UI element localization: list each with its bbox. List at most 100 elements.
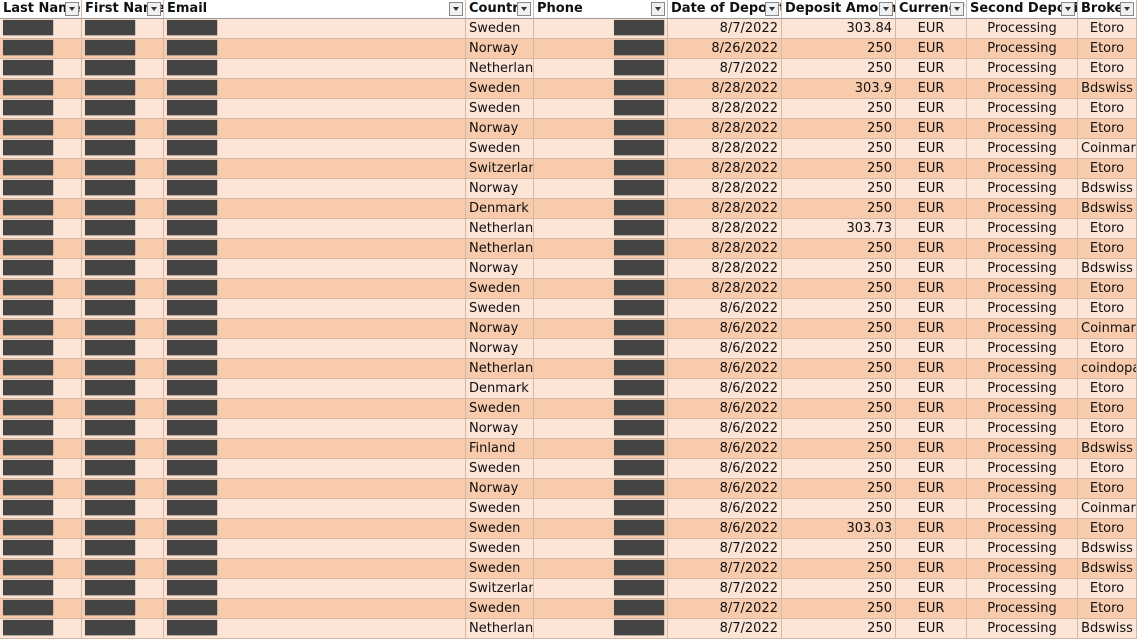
redacted-cell: █████ xyxy=(82,339,164,359)
filter-button[interactable] xyxy=(517,2,531,16)
redacted-cell: █████ xyxy=(534,79,668,99)
cell: 250 xyxy=(782,119,896,139)
filter-button[interactable] xyxy=(147,2,161,16)
cell: Etoro xyxy=(1078,599,1137,619)
cell: 8/26/2022 xyxy=(668,39,782,59)
redacted-cell: █████ xyxy=(164,279,466,299)
cell: EUR xyxy=(896,139,967,159)
cell: 8/28/2022 xyxy=(668,99,782,119)
redacted-cell: █████ xyxy=(164,39,466,59)
cell: Bdswiss xyxy=(1078,539,1137,559)
cell: Bdswiss xyxy=(1078,199,1137,219)
cell: Etoro xyxy=(1078,519,1137,539)
cell: 250 xyxy=(782,199,896,219)
redacted-cell: █████ xyxy=(534,19,668,39)
redacted-cell: █████ xyxy=(82,359,164,379)
redacted-cell: █████ xyxy=(164,59,466,79)
cell: EUR xyxy=(896,439,967,459)
filter-button[interactable] xyxy=(1061,2,1075,16)
redacted-cell: █████ xyxy=(82,19,164,39)
redacted-cell: █████ xyxy=(164,359,466,379)
redacted-cell: █████ xyxy=(164,319,466,339)
redacted-cell: █████ xyxy=(534,479,668,499)
cell: EUR xyxy=(896,119,967,139)
cell: Processing xyxy=(967,79,1078,99)
redacted-cell: █████ xyxy=(534,159,668,179)
column-header: Phone xyxy=(534,0,668,19)
redacted-cell: █████ xyxy=(82,399,164,419)
cell: Processing xyxy=(967,319,1078,339)
redacted-cell: █████ xyxy=(82,499,164,519)
cell: Processing xyxy=(967,19,1078,39)
column-header: First Name xyxy=(82,0,164,19)
cell: 250 xyxy=(782,299,896,319)
redacted-cell: █████ xyxy=(0,179,82,199)
cell: Processing xyxy=(967,139,1078,159)
cell: Bdswiss xyxy=(1078,79,1137,99)
redacted-cell: █████ xyxy=(82,439,164,459)
redacted-cell: █████ xyxy=(0,139,82,159)
cell: Finland xyxy=(466,439,534,459)
cell: 250 xyxy=(782,279,896,299)
redacted-cell: █████ xyxy=(0,159,82,179)
redacted-cell: █████ xyxy=(534,439,668,459)
cell: Sweden xyxy=(466,79,534,99)
cell: EUR xyxy=(896,339,967,359)
redacted-cell: █████ xyxy=(164,399,466,419)
redacted-cell: █████ xyxy=(164,119,466,139)
redacted-cell: █████ xyxy=(534,579,668,599)
redacted-cell: █████ xyxy=(534,499,668,519)
cell: EUR xyxy=(896,379,967,399)
cell: Sweden xyxy=(466,19,534,39)
cell: 250 xyxy=(782,559,896,579)
filter-button[interactable] xyxy=(449,2,463,16)
cell: Etoro xyxy=(1078,419,1137,439)
cell: 250 xyxy=(782,359,896,379)
redacted-cell: █████ xyxy=(534,539,668,559)
cell: Coinmark xyxy=(1078,499,1137,519)
redacted-cell: █████ xyxy=(0,579,82,599)
cell: 250 xyxy=(782,499,896,519)
cell: EUR xyxy=(896,499,967,519)
filter-button[interactable] xyxy=(65,2,79,16)
redacted-cell: █████ xyxy=(0,239,82,259)
redacted-cell: █████ xyxy=(0,319,82,339)
cell: Etoro xyxy=(1078,279,1137,299)
filter-button[interactable] xyxy=(651,2,665,16)
cell: Etoro xyxy=(1078,239,1137,259)
cell: Processing xyxy=(967,399,1078,419)
filter-button[interactable] xyxy=(1120,2,1134,16)
redacted-cell: █████ xyxy=(164,459,466,479)
cell: Netherlands xyxy=(466,219,534,239)
redacted-cell: █████ xyxy=(82,159,164,179)
cell: EUR xyxy=(896,419,967,439)
cell: 8/7/2022 xyxy=(668,539,782,559)
redacted-cell: █████ xyxy=(534,459,668,479)
cell: 8/7/2022 xyxy=(668,59,782,79)
cell: 250 xyxy=(782,59,896,79)
cell: 250 xyxy=(782,539,896,559)
filter-button[interactable] xyxy=(879,2,893,16)
cell: EUR xyxy=(896,319,967,339)
redacted-cell: █████ xyxy=(0,59,82,79)
redacted-cell: █████ xyxy=(0,79,82,99)
cell: Bdswiss xyxy=(1078,439,1137,459)
cell: Processing xyxy=(967,359,1078,379)
cell: EUR xyxy=(896,299,967,319)
cell: Processing xyxy=(967,279,1078,299)
redacted-cell: █████ xyxy=(82,119,164,139)
cell: Bdswiss xyxy=(1078,559,1137,579)
cell: Processing xyxy=(967,259,1078,279)
redacted-cell: █████ xyxy=(0,519,82,539)
redacted-cell: █████ xyxy=(82,519,164,539)
redacted-cell: █████ xyxy=(164,159,466,179)
filter-button[interactable] xyxy=(765,2,779,16)
cell: 250 xyxy=(782,99,896,119)
cell: Processing xyxy=(967,579,1078,599)
redacted-cell: █████ xyxy=(534,99,668,119)
cell: 8/6/2022 xyxy=(668,459,782,479)
filter-button[interactable] xyxy=(950,2,964,16)
cell: Sweden xyxy=(466,399,534,419)
cell: 250 xyxy=(782,139,896,159)
